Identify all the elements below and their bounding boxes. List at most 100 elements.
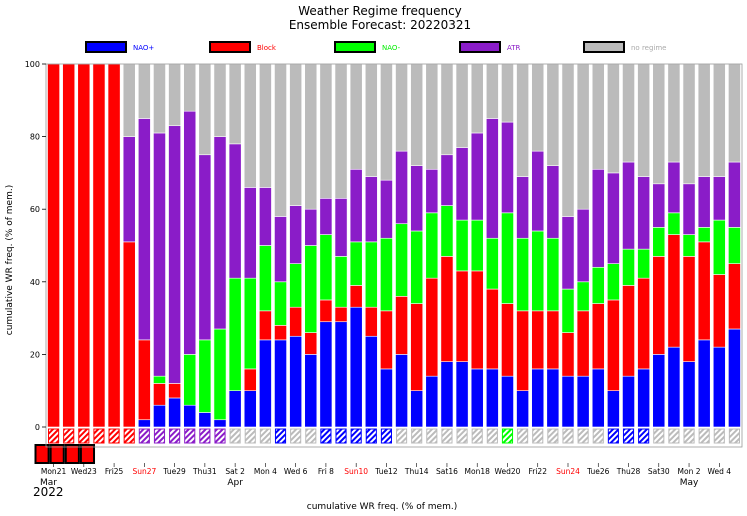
bar-11-atr xyxy=(198,154,212,341)
dominant-regime-box-27 xyxy=(441,428,453,444)
legend-swatch-atr xyxy=(459,41,501,53)
bar-18-nao xyxy=(304,245,318,333)
x-tick-label-sat-2: Sat 2 xyxy=(225,467,245,476)
bar-37-nao xyxy=(591,266,605,304)
bar-44-block xyxy=(697,241,711,341)
bar-43-no-regime xyxy=(682,63,696,185)
bar-12-nao xyxy=(213,419,227,428)
bar-39-nao xyxy=(622,248,635,286)
bar-40-atr xyxy=(637,176,651,250)
dominant-regime-box-24 xyxy=(396,428,408,444)
bar-43-nao xyxy=(682,234,696,257)
bar-7-atr xyxy=(137,118,151,341)
month-label-may: May xyxy=(680,478,699,488)
bar-34-nao xyxy=(546,368,560,428)
bar-38-no-regime xyxy=(607,63,620,174)
legend-label-block: Block xyxy=(257,44,277,52)
x-tick-label-mon-2: Mon 2 xyxy=(678,467,701,476)
bar-35-nao xyxy=(561,375,575,428)
bar-18-nao xyxy=(304,354,318,428)
dominant-regime-box-13 xyxy=(229,428,241,444)
bar-39-no-regime xyxy=(622,63,635,163)
bar-23-nao xyxy=(380,237,393,312)
bar-8-block xyxy=(153,383,166,406)
bar-19-block xyxy=(319,299,333,323)
bar-9-block xyxy=(168,383,181,399)
month-label-mar: Mar xyxy=(40,478,57,488)
bar-17-nao xyxy=(289,263,303,308)
bar-17-block xyxy=(289,306,303,337)
bar-39-block xyxy=(622,285,635,377)
x-tick-label-fri25: Fri25 xyxy=(105,467,124,476)
bar-21-nao xyxy=(349,306,363,428)
bar-37-nao xyxy=(591,368,605,428)
bar-17-atr xyxy=(289,205,303,264)
bar-44-atr xyxy=(697,176,711,228)
dominant-regime-box-40 xyxy=(638,428,650,444)
bar-46-no-regime xyxy=(728,63,741,163)
bar-26-nao xyxy=(425,375,439,428)
bar-7-nao xyxy=(137,419,151,428)
bar-42-block xyxy=(667,234,681,348)
dominant-regime-box-14 xyxy=(244,428,256,444)
bar-3-block xyxy=(77,63,91,428)
bar-34-atr xyxy=(546,165,560,239)
bar-46-nao xyxy=(728,227,741,264)
dominant-regime-box-38 xyxy=(607,428,619,444)
x-tick-label-wed23: Wed23 xyxy=(71,467,97,476)
y-tick-label-0: 0 xyxy=(35,423,40,432)
bar-25-nao xyxy=(410,230,424,304)
bar-28-atr xyxy=(455,147,469,221)
bar-14-nao xyxy=(243,390,257,428)
bar-24-block xyxy=(395,296,408,355)
dominant-regime-box-39 xyxy=(622,428,635,444)
bar-41-no-regime xyxy=(652,63,666,185)
bar-20-block xyxy=(334,306,348,323)
x-tick-label-tue12: Tue12 xyxy=(374,467,398,476)
bar-6-block xyxy=(122,241,136,428)
bar-36-no-regime xyxy=(576,63,590,210)
bar-12-nao xyxy=(213,328,227,421)
bar-32-atr xyxy=(516,176,529,239)
bar-28-block xyxy=(455,270,469,362)
bar-23-no-regime xyxy=(380,63,393,181)
dominant-regime-box-8 xyxy=(153,428,166,444)
bar-13-nao xyxy=(228,390,242,428)
bar-35-atr xyxy=(561,216,575,290)
bars-group xyxy=(47,63,741,447)
y-tick-label-100: 100 xyxy=(25,60,40,69)
x-tick-label-sun24: Sun24 xyxy=(556,467,580,476)
bar-26-block xyxy=(425,277,439,377)
bar-11-nao xyxy=(198,339,212,413)
bar-21-block xyxy=(349,285,363,308)
bar-46-block xyxy=(728,263,741,330)
legend-swatch-nao xyxy=(85,41,127,53)
bar-27-block xyxy=(440,256,454,362)
bar-15-nao xyxy=(259,339,272,428)
bar-28-nao xyxy=(455,219,469,272)
x-tick-label-tue29: Tue29 xyxy=(162,467,186,476)
bar-8-atr xyxy=(153,132,166,377)
dominant-regime-box-11 xyxy=(199,428,211,444)
dominant-regime-box-46 xyxy=(728,428,741,444)
bar-8-nao xyxy=(153,375,166,384)
dominant-regime-box-34 xyxy=(547,428,559,444)
dominant-regime-box-18 xyxy=(305,428,317,444)
bar-42-nao xyxy=(667,346,681,428)
bar-31-no-regime xyxy=(501,63,514,123)
dominant-regime-box-12 xyxy=(214,428,226,444)
bar-15-no-regime xyxy=(259,63,272,188)
bar-38-block xyxy=(607,299,620,392)
bar-20-nao xyxy=(334,256,348,308)
bar-16-block xyxy=(274,325,287,341)
bar-13-nao xyxy=(228,277,242,392)
bar-29-atr xyxy=(470,132,484,221)
x-tick-label-wed-4: Wed 4 xyxy=(708,467,732,476)
bar-30-no-regime xyxy=(485,63,499,119)
bar-32-block xyxy=(516,310,529,391)
forecast-box-2 xyxy=(49,444,65,464)
y-tick-label-80: 80 xyxy=(30,133,40,142)
bar-33-block xyxy=(531,310,545,370)
bar-40-block xyxy=(637,277,651,370)
